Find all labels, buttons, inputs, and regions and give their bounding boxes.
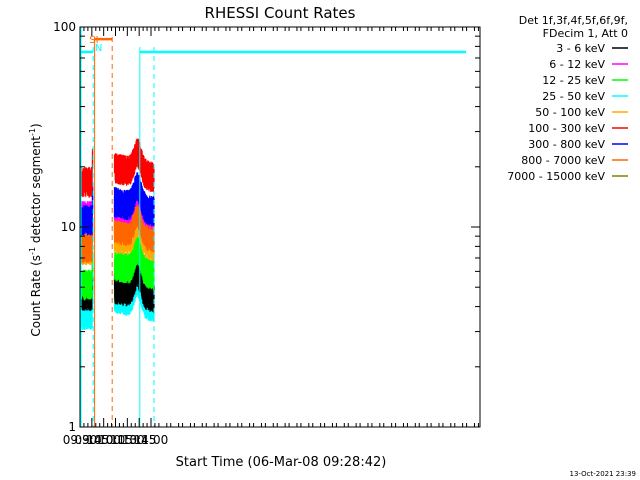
legend-label: 800 - 7000 keV: [521, 154, 605, 167]
y-tick-label: 10: [61, 220, 76, 234]
saa-label: SI: [89, 35, 98, 46]
y-axis-label-sup: -1: [28, 247, 37, 255]
legend-label: 300 - 800 keV: [528, 138, 605, 151]
legend: Det 1f,3f,4f,5f,6f,9f, FDecim 1, Att 0 3…: [507, 14, 628, 183]
timestamp: 13-Oct-2021 23:39: [570, 470, 636, 478]
chart-title: RHESSI Count Rates: [205, 4, 356, 22]
legend-label: 50 - 100 keV: [535, 106, 605, 119]
series-line: [79, 214, 94, 264]
series-line: [113, 172, 155, 227]
y-axis-label-sup2: -1: [28, 128, 37, 136]
legend-label: 3 - 6 keV: [556, 42, 605, 55]
series-line: [113, 138, 155, 193]
x-tick-label: 09:30: [63, 433, 98, 447]
y-axis-label-end: ): [29, 123, 43, 128]
x-axis-label: Start Time (06-Mar-08 09:28:42): [176, 455, 387, 470]
legend-header-line1: Det 1f,3f,4f,5f,6f,9f,: [519, 14, 628, 27]
legend-label: 12 - 25 keV: [542, 74, 605, 87]
x-tick-label: 10:30: [110, 433, 145, 447]
legend-label: 100 - 300 keV: [528, 122, 605, 135]
x-tick-label: 11:00: [134, 433, 169, 447]
x-tick-label: 10:15: [98, 433, 133, 447]
y-tick-label: 1: [68, 420, 76, 434]
x-tick-label: 10:45: [122, 433, 157, 447]
x-tick-label: 09:45: [75, 433, 110, 447]
y-axis-label-tail: detector segment: [29, 136, 43, 247]
y-axis-label: Count Rate (s-1 detector segment-1): [28, 123, 43, 336]
data-lines: [79, 138, 155, 330]
series-line: [113, 258, 155, 313]
series-line: [79, 186, 94, 236]
night-label: N: [95, 43, 102, 54]
legend-label: 7000 - 15000 keV: [507, 170, 605, 183]
series-line: [113, 197, 155, 253]
legend-label: 6 - 12 keV: [549, 58, 605, 71]
x-tick-label: 10:00: [86, 433, 121, 447]
series-line: [79, 148, 94, 198]
legend-header-line2: FDecim 1, Att 0: [543, 27, 628, 40]
series-line: [113, 235, 155, 291]
series-line: [79, 284, 94, 330]
legend-label: 25 - 50 keV: [542, 90, 605, 103]
y-axis-label-main: Count Rate (s: [29, 255, 43, 337]
y-tick-label: 100: [53, 20, 76, 34]
